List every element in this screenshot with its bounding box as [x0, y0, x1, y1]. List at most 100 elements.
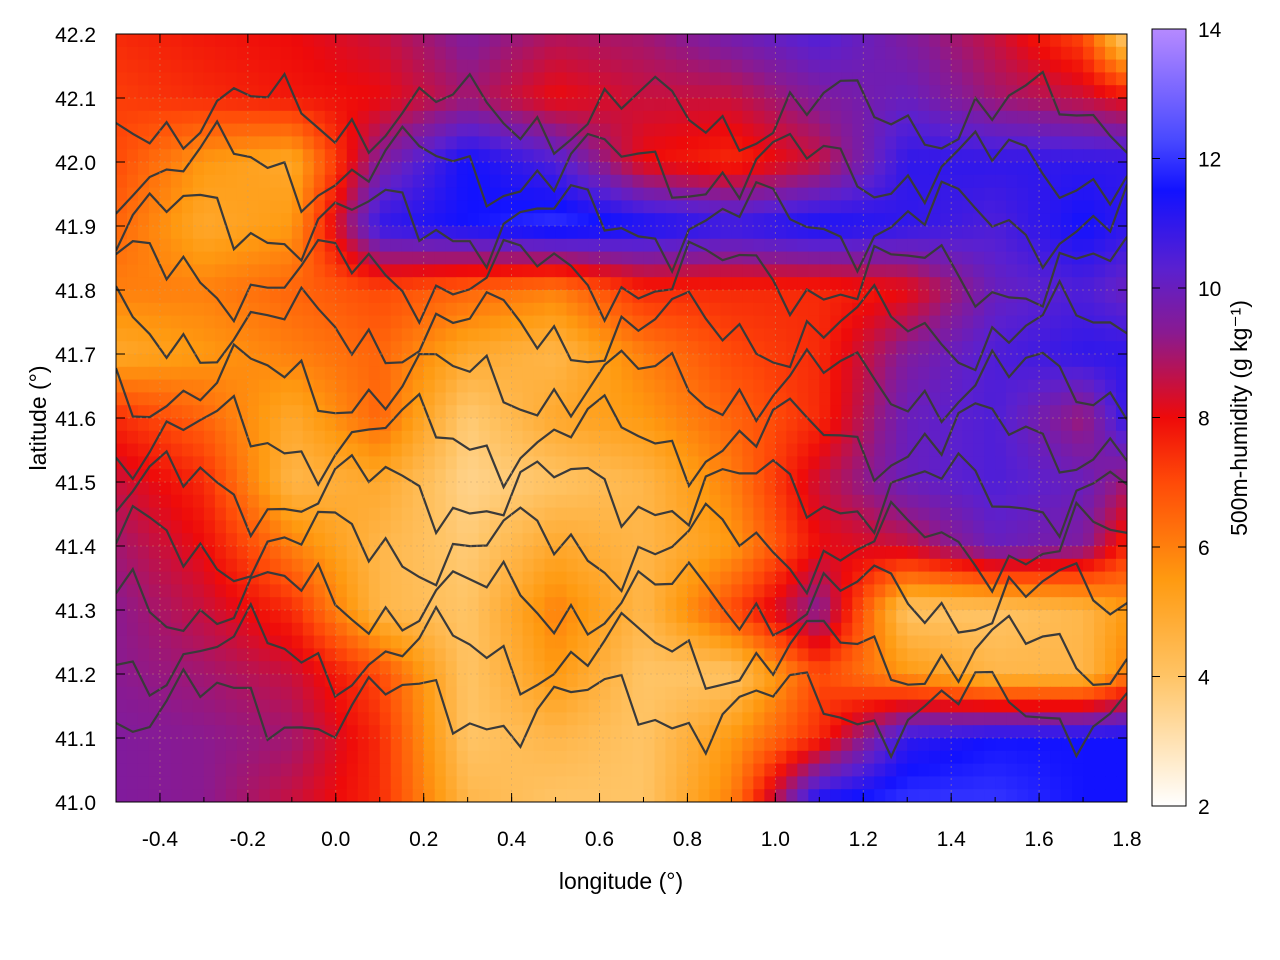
- heatmap-cell: [258, 443, 271, 457]
- heatmap-cell: [379, 98, 392, 112]
- heatmap-cell: [456, 379, 469, 393]
- heatmap-cell: [544, 46, 557, 61]
- heatmap-cell: [852, 110, 864, 125]
- heatmap-cell: [1094, 482, 1106, 496]
- heatmap-cell: [247, 443, 260, 457]
- heatmap-cell: [148, 85, 161, 99]
- heatmap-cell: [324, 341, 337, 355]
- heatmap-cell: [830, 546, 842, 560]
- heatmap-cell: [1083, 290, 1095, 304]
- heatmap-cell: [687, 200, 700, 214]
- heatmap-cell: [1116, 46, 1127, 61]
- heatmap-cell: [500, 366, 513, 381]
- heatmap-cell: [423, 494, 436, 509]
- heatmap-cell: [500, 226, 513, 240]
- heatmap-cell: [302, 558, 315, 573]
- heatmap-cell: [1028, 584, 1040, 598]
- heatmap-cell: [1017, 72, 1029, 86]
- heatmap-cell: [874, 494, 886, 509]
- heatmap-cell: [335, 328, 348, 342]
- heatmap-cell: [302, 162, 315, 176]
- heatmap-cell: [401, 418, 414, 432]
- heatmap-cell: [588, 443, 601, 457]
- heatmap-cell: [918, 226, 930, 240]
- heatmap-cell: [412, 174, 425, 189]
- heatmap-cell: [610, 72, 623, 86]
- heatmap-cell: [1105, 635, 1117, 649]
- heatmap-cell: [654, 123, 667, 137]
- heatmap-cell: [1006, 162, 1018, 176]
- heatmap-cell: [346, 341, 359, 355]
- heatmap-cell: [181, 226, 194, 240]
- heatmap-cell: [786, 469, 798, 483]
- heatmap-cell: [984, 315, 996, 329]
- heatmap-cell: [269, 648, 282, 662]
- heatmap-cell: [599, 366, 612, 381]
- heatmap-cell: [1083, 712, 1095, 726]
- heatmap-cell: [1105, 520, 1117, 534]
- heatmap-cell: [830, 622, 842, 637]
- heatmap-cell: [687, 110, 700, 125]
- heatmap-cell: [1050, 328, 1062, 342]
- heatmap-cell: [819, 34, 831, 48]
- heatmap-cell: [170, 405, 183, 419]
- heatmap-cell: [434, 277, 447, 291]
- heatmap-cell: [775, 584, 787, 598]
- heatmap-cell: [742, 674, 754, 688]
- heatmap-cell: [621, 379, 634, 393]
- heatmap-cell: [533, 354, 546, 368]
- heatmap-cell: [258, 635, 271, 649]
- heatmap-cell: [1050, 418, 1062, 432]
- heatmap-cell: [302, 520, 315, 534]
- heatmap-cell: [313, 72, 326, 86]
- heatmap-cell: [687, 354, 700, 368]
- heatmap-cell: [654, 264, 667, 278]
- heatmap-cell: [852, 494, 864, 509]
- heatmap-cell: [929, 290, 941, 304]
- heatmap-cell: [830, 686, 842, 701]
- heatmap-cell: [335, 712, 348, 726]
- heatmap-cell: [1039, 149, 1051, 163]
- heatmap-cell: [159, 674, 172, 688]
- heatmap-cell: [423, 546, 436, 560]
- heatmap-cell: [357, 507, 370, 521]
- heatmap-cell: [731, 546, 743, 560]
- heatmap-cell: [423, 59, 436, 73]
- heatmap-cell: [874, 610, 886, 624]
- heatmap-cell: [797, 712, 809, 726]
- heatmap-cell: [742, 507, 754, 521]
- heatmap-cell: [742, 712, 754, 726]
- heatmap-cell: [137, 661, 150, 675]
- heatmap-cell: [1006, 354, 1018, 368]
- heatmap-cell: [731, 59, 743, 73]
- heatmap-cell: [159, 328, 172, 342]
- heatmap-cell: [742, 315, 754, 329]
- heatmap-cell: [786, 187, 798, 201]
- heatmap-cell: [236, 533, 249, 547]
- heatmap-cell: [775, 328, 787, 342]
- heatmap-cell: [225, 366, 238, 381]
- heatmap-cell: [214, 85, 227, 99]
- heatmap-cell: [247, 162, 260, 176]
- heatmap-cell: [687, 174, 700, 189]
- heatmap-cell: [665, 162, 678, 176]
- heatmap-cell: [577, 558, 590, 573]
- heatmap-cell: [687, 149, 700, 163]
- heatmap-cell: [148, 392, 161, 406]
- heatmap-cell: [302, 366, 315, 381]
- heatmap-cell: [269, 226, 282, 240]
- heatmap-cell: [951, 648, 963, 662]
- heatmap-cell: [874, 149, 886, 163]
- heatmap-cell: [775, 162, 787, 176]
- heatmap-cell: [1017, 635, 1029, 649]
- heatmap-cell: [533, 494, 546, 509]
- heatmap-cell: [203, 213, 216, 227]
- heatmap-cell: [148, 46, 161, 61]
- heatmap-cell: [1050, 315, 1062, 329]
- heatmap-cell: [456, 507, 469, 521]
- heatmap-cell: [1083, 494, 1095, 509]
- heatmap-cell: [148, 213, 161, 227]
- heatmap-cell: [808, 661, 820, 675]
- heatmap-cell: [852, 341, 864, 355]
- heatmap-cell: [731, 174, 743, 189]
